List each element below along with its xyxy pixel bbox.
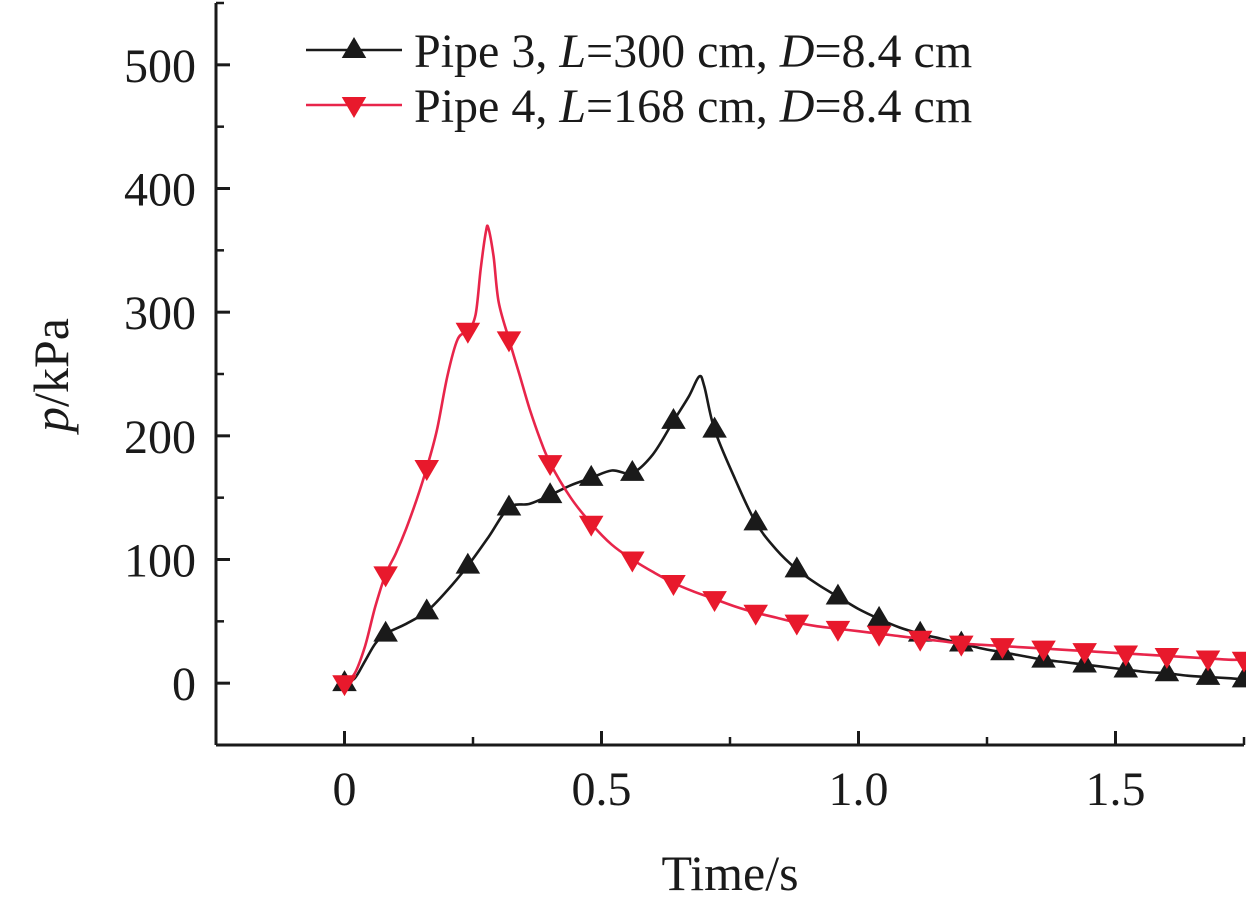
data-point: [1154, 660, 1180, 682]
data-point: [1031, 640, 1056, 662]
legend-label-part: Pipe 4,: [414, 80, 559, 133]
data-point: [537, 455, 563, 477]
legend-label-part: =168 cm,: [586, 80, 780, 133]
data-point: [332, 675, 357, 697]
x-tick-label: 0: [333, 763, 357, 816]
data-point: [990, 638, 1015, 660]
data-point: [1154, 648, 1180, 669]
data-point: [455, 552, 481, 574]
data-point: [496, 494, 522, 516]
y-axis-title-unit: /kPa: [23, 318, 79, 407]
data-point: [866, 625, 892, 647]
x-tick-label: 0.5: [572, 763, 632, 816]
data-point: [949, 635, 974, 657]
legend-marker: [341, 97, 367, 118]
data-point: [373, 620, 398, 642]
data-point: [825, 620, 851, 642]
legend-label-part: D: [779, 25, 815, 78]
data-point: [620, 551, 645, 573]
data-point: [455, 322, 481, 344]
legend-label: Pipe 4, L=168 cm, D=8.4 cm: [414, 80, 972, 133]
legend-label-part: =300 cm,: [586, 25, 780, 78]
y-axis: 0 100 200 300 400 500: [124, 1, 230, 747]
legend-label-part: L: [558, 80, 586, 133]
y-axis-title-symbol: p: [23, 407, 79, 435]
data-point: [784, 614, 810, 636]
data-point: [743, 604, 768, 626]
data-point: [1231, 651, 1246, 673]
series-line: [343, 224, 1245, 685]
data-point: [1113, 656, 1139, 678]
y-tick-label: 100: [124, 535, 196, 588]
series-1: [332, 374, 1246, 692]
y-tick-label: 300: [124, 287, 196, 340]
data-point: [743, 509, 768, 531]
legend-label-part: =8.4 cm: [814, 25, 972, 78]
y-tick-label: 400: [124, 164, 196, 217]
x-axis-title: Time/s: [661, 845, 798, 901]
data-point: [537, 482, 563, 504]
data-point: [1113, 645, 1139, 667]
data-point: [661, 408, 686, 429]
data-point: [496, 331, 522, 353]
x-tick-label: 1.0: [829, 763, 889, 816]
y-tick-label: 200: [124, 411, 196, 464]
legend-label: Pipe 3, L=300 cm, D=8.4 cm: [414, 25, 972, 78]
data-point: [1231, 666, 1246, 688]
series-layer: [332, 224, 1246, 697]
data-point: [1195, 663, 1221, 685]
data-point: [1072, 643, 1097, 665]
legend-label-part: D: [779, 80, 815, 133]
x-tick-label: 1.5: [1086, 763, 1146, 816]
legend-item-1: Pipe 3, L=300 cm, D=8.4 cm: [306, 25, 972, 78]
y-axis-title: p/kPa: [23, 318, 79, 435]
legend-label-part: L: [558, 25, 586, 78]
data-point: [907, 630, 933, 652]
data-point: [620, 459, 645, 481]
y-tick-label: 0: [172, 658, 196, 711]
data-point: [702, 591, 727, 613]
data-point: [784, 556, 810, 578]
data-point: [702, 416, 727, 438]
y-tick-label: 500: [124, 40, 196, 93]
data-point: [578, 515, 604, 537]
data-point: [1195, 650, 1221, 672]
data-point: [578, 464, 604, 486]
data-point: [414, 598, 440, 620]
series-line: [343, 374, 1245, 685]
data-point: [825, 583, 851, 605]
legend-marker: [341, 37, 367, 58]
data-point: [414, 460, 440, 481]
legend-item-2: Pipe 4, L=168 cm, D=8.4 cm: [306, 80, 972, 133]
x-axis: 0 0.5 1.0 1.5: [214, 731, 1246, 816]
data-point: [373, 566, 398, 588]
legend-label-part: =8.4 cm: [814, 80, 972, 133]
data-point: [661, 575, 686, 596]
series-2: [332, 224, 1246, 697]
legend-label-part: Pipe 3,: [414, 25, 559, 78]
